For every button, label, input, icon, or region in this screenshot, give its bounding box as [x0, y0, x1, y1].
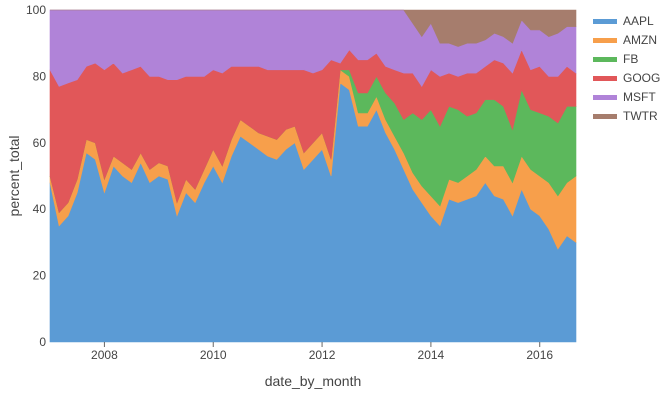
legend-item-goog[interactable]: GOOG [593, 71, 660, 85]
legend-swatch [593, 57, 617, 62]
y-tick-label: 60 [33, 136, 47, 150]
x-tick-label: 2010 [200, 348, 227, 362]
y-tick-label: 40 [33, 202, 47, 216]
legend-label: AMZN [623, 33, 657, 47]
y-axis-title: percent_total [6, 136, 22, 217]
area-layers [49, 9, 577, 343]
legend-item-twtr[interactable]: TWTR [593, 109, 658, 123]
legend-item-fb[interactable]: FB [593, 52, 638, 66]
y-tick-label: 100 [26, 3, 46, 17]
x-axis: 2008 2010 2012 2014 2016 [91, 342, 553, 362]
x-tick-label: 2012 [309, 348, 336, 362]
legend-swatch [593, 76, 617, 81]
legend-label: GOOG [623, 71, 660, 85]
x-axis-title: date_by_month [265, 373, 362, 389]
y-axis: 0 20 40 60 80 100 [26, 3, 46, 349]
y-tick-label: 0 [39, 335, 46, 349]
legend-swatch [593, 38, 617, 43]
x-tick-label: 2008 [91, 348, 118, 362]
x-tick-label: 2014 [418, 348, 445, 362]
legend-label: TWTR [623, 109, 658, 123]
y-tick-label: 80 [33, 69, 47, 83]
y-tick-label: 20 [33, 269, 47, 283]
legend-swatch [593, 19, 617, 24]
legend-swatch [593, 95, 617, 100]
area-twtr [50, 9, 577, 47]
legend-label: FB [623, 52, 638, 66]
legend: AAPL AMZN FB GOOG MSFT TWTR [593, 14, 660, 123]
legend-swatch [593, 114, 617, 119]
x-tick-label: 2016 [526, 348, 553, 362]
legend-item-amzn[interactable]: AMZN [593, 33, 657, 47]
legend-item-msft[interactable]: MSFT [593, 90, 656, 104]
legend-label: MSFT [623, 90, 656, 104]
legend-label: AAPL [623, 14, 654, 28]
legend-item-aapl[interactable]: AAPL [593, 14, 654, 28]
